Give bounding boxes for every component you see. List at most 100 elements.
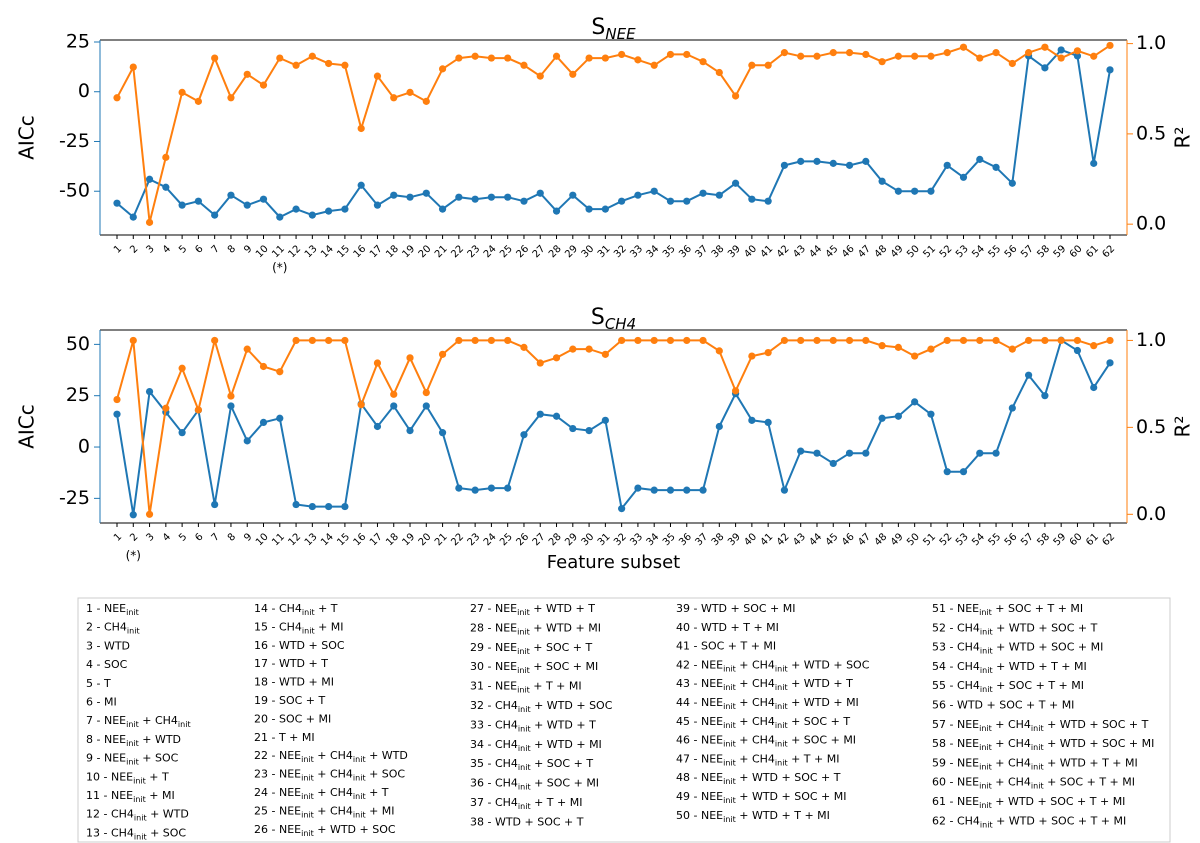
x-tick-label: 2	[128, 243, 140, 255]
x-tick-label: 11	[270, 243, 287, 260]
subscript: init	[126, 757, 139, 766]
x-tick-label: 4	[161, 531, 173, 543]
feature-text: 27 - NEE	[470, 602, 517, 615]
series-marker	[699, 336, 707, 345]
subscript: init	[979, 762, 992, 771]
series-marker	[325, 336, 333, 345]
series-marker	[845, 449, 854, 457]
x-tick-label: 17	[368, 531, 385, 548]
series-line	[116, 338, 1111, 515]
y-tick-label: 25	[66, 30, 90, 52]
feature-text: + SOC + T + MI	[993, 679, 1084, 692]
feature-text: 30 - NEE	[470, 660, 517, 673]
feature-entry: 21 - T + MI	[254, 731, 315, 744]
feature-text: 24 - NEE	[254, 786, 301, 799]
series-marker	[650, 486, 658, 494]
x-tick-label: 16	[352, 531, 369, 548]
x-tick-label: 8	[226, 531, 238, 543]
series-marker	[520, 197, 528, 205]
feature-entry: 13 - CH4init + SOC	[86, 826, 186, 841]
x-tick-label: 14	[319, 531, 336, 548]
series-marker	[438, 350, 447, 358]
feature-text: 60 - NEE	[932, 776, 979, 789]
feature-text: 36 - CH4	[470, 777, 518, 790]
x-tick-label: 15	[335, 243, 352, 260]
feature-text: + CH4	[992, 776, 1031, 789]
series-marker	[780, 336, 789, 345]
series-marker	[227, 392, 235, 400]
series-marker	[780, 486, 789, 494]
subscript: init	[980, 665, 993, 674]
feature-entry: 61 - NEEinit + WTD + SOC + T + MI	[932, 795, 1125, 810]
x-tick-label: 61	[1084, 243, 1101, 260]
feature-text: + WTD + T + MI	[736, 809, 830, 822]
feature-entry: 4 - SOC	[86, 658, 128, 671]
x-tick-label: 53	[954, 243, 971, 260]
x-tick-label: 13	[303, 531, 320, 548]
series-marker	[341, 61, 349, 69]
series-marker	[845, 161, 854, 169]
feature-text: + SOC	[139, 752, 179, 765]
x-tick-label: 36	[677, 531, 694, 548]
y-tick-label: 0	[78, 80, 90, 102]
x-tick-label: 50	[905, 243, 922, 260]
series-marker	[894, 187, 902, 195]
series-marker	[390, 390, 398, 398]
feature-text: 4 - SOC	[86, 658, 128, 671]
subscript: init	[980, 685, 993, 694]
series-marker	[227, 402, 235, 410]
x-tick-label: 3	[145, 243, 157, 255]
x-tick-label: 25	[498, 243, 515, 260]
feature-text: + T + MI	[788, 752, 840, 765]
series-marker	[292, 61, 300, 69]
series-marker	[504, 193, 512, 201]
chart-title: SCH4	[591, 305, 636, 333]
subscript: init	[775, 664, 788, 673]
x-tick-label: 62	[1100, 243, 1117, 260]
series-marker	[797, 157, 805, 165]
feature-text: + SOC + MI	[531, 777, 599, 790]
feature-text: + WTD	[366, 749, 408, 762]
series-marker	[373, 72, 382, 80]
series-marker	[976, 155, 984, 163]
feature-text: + T	[146, 770, 169, 783]
feature-text: + WTD + SOC + T + MI	[993, 814, 1127, 827]
series-marker	[943, 161, 951, 169]
title-main: S	[591, 305, 605, 330]
series-marker	[601, 54, 609, 62]
feature-entry: 18 - WTD + MI	[254, 676, 334, 689]
x-tick-label: 38	[710, 531, 727, 548]
series-marker	[422, 402, 430, 410]
feature-text: + T + MI	[530, 680, 582, 693]
x-tick-label: 19	[400, 531, 417, 548]
series-marker	[845, 49, 854, 57]
feature-entry: 60 - NEEinit + CH4init + SOC + T + MI	[932, 776, 1135, 791]
feature-entry: 7 - NEEinit + CH4init	[86, 714, 191, 729]
feature-text: 45 - NEE	[676, 715, 723, 728]
annotation: (*)	[126, 549, 141, 563]
feature-text: 26 - NEE	[254, 823, 301, 836]
series-marker	[911, 352, 919, 360]
feature-entry: 56 - WTD + SOC + T + MI	[932, 699, 1074, 712]
series-marker	[780, 49, 789, 57]
series-marker	[341, 502, 349, 511]
series-line	[116, 48, 1111, 219]
series-marker	[1106, 359, 1114, 367]
feature-text: 41 - SOC + T + MI	[676, 640, 776, 653]
feature-entry: 11 - NEEinit + MI	[86, 789, 175, 804]
subscript: init	[1031, 723, 1044, 732]
subscript: init	[979, 781, 992, 790]
title-sub: NEE	[605, 25, 636, 43]
y2-tick-label: 0.5	[1136, 416, 1166, 438]
subscript: init	[133, 776, 146, 785]
x-tick-label: 24	[482, 243, 499, 260]
feature-text: 2 - CH4	[86, 621, 127, 634]
x-tick-label: 37	[693, 243, 710, 260]
x-tick-label: 48	[873, 243, 890, 260]
series-marker	[878, 342, 886, 350]
series-marker	[504, 336, 512, 345]
feature-entry: 41 - SOC + T + MI	[676, 640, 776, 653]
x-tick-label: 9	[242, 243, 254, 255]
series-marker	[634, 56, 642, 64]
series-marker	[764, 197, 772, 205]
